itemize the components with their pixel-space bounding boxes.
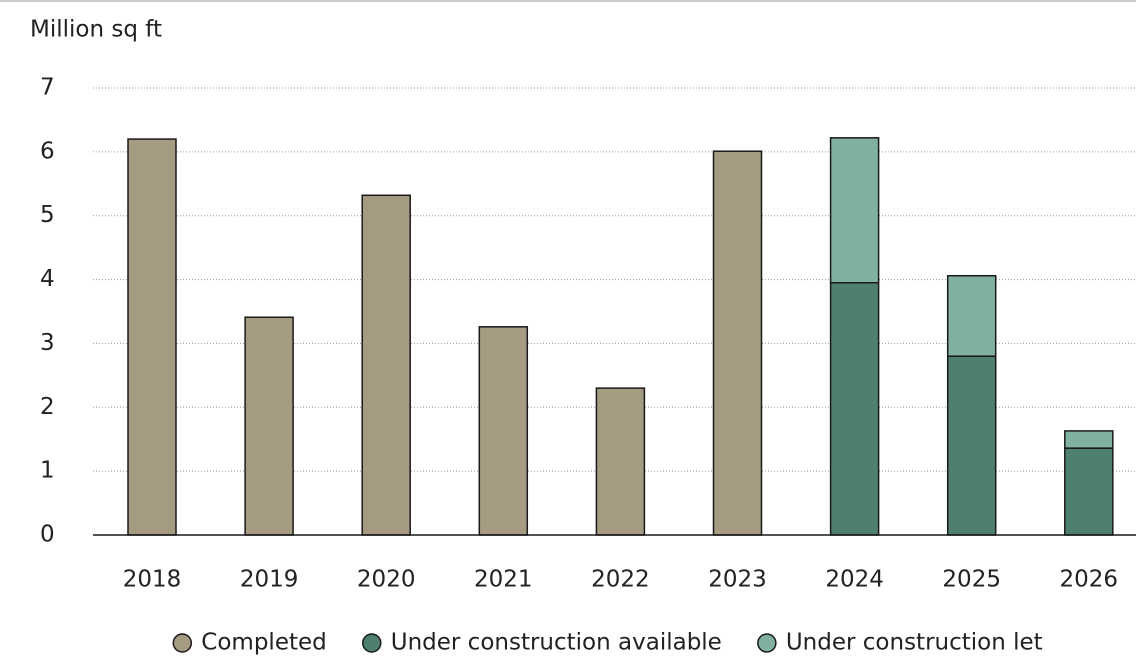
y-tick-label: 3 <box>40 330 55 356</box>
bar <box>829 137 880 284</box>
x-tick-label: 2021 <box>474 567 533 593</box>
bar <box>946 355 997 536</box>
x-tick-label: 2026 <box>1060 567 1119 593</box>
bar <box>946 274 997 357</box>
x-tick-label: 2022 <box>591 567 650 593</box>
bar <box>127 138 177 536</box>
y-tick-label: 7 <box>40 75 55 101</box>
y-tick-label: 6 <box>40 138 55 164</box>
legend-label: Completed <box>201 630 326 656</box>
y-tick-label: 1 <box>40 458 55 484</box>
legend-label: Under construction let <box>786 630 1043 656</box>
bar <box>1064 430 1114 449</box>
legend-label: Under construction available <box>391 630 722 656</box>
x-tick-label: 2019 <box>240 567 299 593</box>
legend-marker <box>362 633 382 653</box>
legend-marker <box>172 633 193 653</box>
bar <box>829 282 880 536</box>
bar <box>478 326 529 536</box>
x-tick-label: 2023 <box>708 567 767 593</box>
y-tick-label: 2 <box>40 394 55 420</box>
y-tick-label: 5 <box>40 202 55 228</box>
y-axis-label: Million sq ft <box>30 17 162 43</box>
bar <box>712 150 763 536</box>
legend-marker <box>757 633 777 653</box>
y-tick-label: 4 <box>40 266 55 292</box>
bar <box>595 387 646 536</box>
x-tick-label: 2024 <box>825 567 884 593</box>
x-tick-label: 2020 <box>357 567 416 593</box>
x-tick-label: 2018 <box>123 567 182 593</box>
bar <box>244 316 294 536</box>
x-tick-label: 2025 <box>942 567 1001 593</box>
bar <box>361 194 411 536</box>
y-tick-label: 0 <box>40 522 55 548</box>
bar <box>1064 447 1114 536</box>
